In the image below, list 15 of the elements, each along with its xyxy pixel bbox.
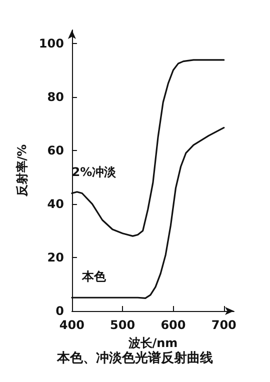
y-tick-label: 0 — [56, 304, 64, 318]
x-tick-label: 700 — [211, 318, 236, 332]
series-label: 2%冲淡 — [72, 165, 118, 180]
y-axis-title: 反射率/% — [15, 144, 29, 198]
y-tick-label: 20 — [47, 250, 64, 264]
y-tick-label: 40 — [47, 196, 64, 211]
x-tick-label: 600 — [160, 318, 186, 332]
text: 本色、冲淡色光谱反射曲线 — [56, 350, 213, 366]
x-tick-label: 500 — [110, 318, 136, 332]
series-label: 本色 — [80, 270, 107, 284]
x-tick-label: 400 — [59, 318, 84, 332]
y-tick-label: 60 — [47, 143, 64, 158]
y-tick-label: 100 — [38, 36, 64, 50]
y-tick-label: 80 — [47, 90, 64, 104]
x-axis-title: 波长/nm — [127, 336, 178, 350]
